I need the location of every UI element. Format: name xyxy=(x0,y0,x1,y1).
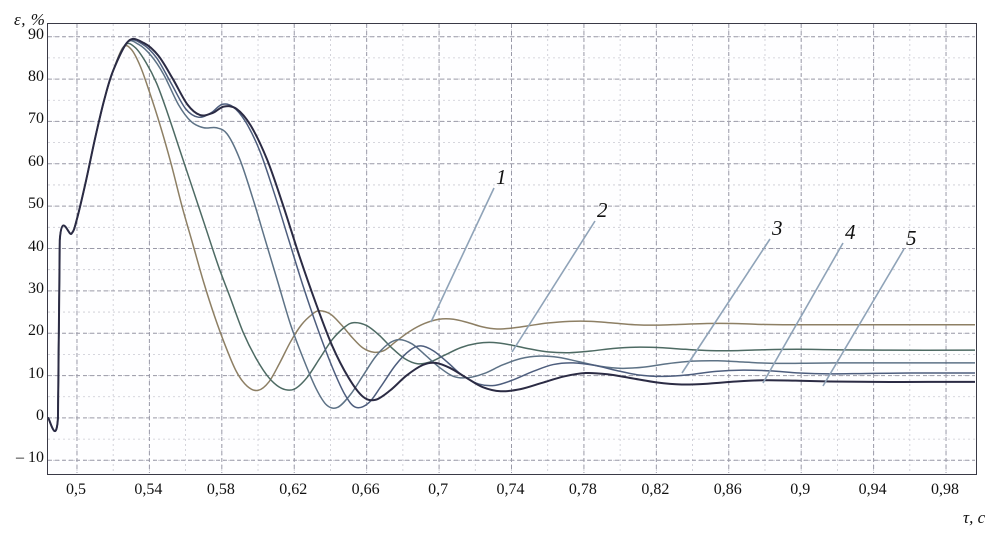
leader-line-1 xyxy=(430,187,495,323)
y-tick-label: 90 xyxy=(28,25,44,43)
x-tick-label: 0,54 xyxy=(134,481,163,498)
leader-line-4 xyxy=(762,242,844,384)
leader-line-5 xyxy=(822,248,905,387)
x-tick-label: 0,58 xyxy=(206,481,235,498)
y-axis-label: ε, % xyxy=(14,10,46,29)
x-tick-label: 0,74 xyxy=(496,481,525,498)
chart-canvas xyxy=(48,24,975,473)
y-tick-label: 60 xyxy=(28,152,44,170)
curve-label-1: 1 xyxy=(496,165,507,189)
x-tick-label: 0,9 xyxy=(790,481,811,498)
y-tick-label: 80 xyxy=(28,68,44,86)
y-tick-label: 50 xyxy=(28,195,44,213)
y-tick-label: – 10 xyxy=(16,449,44,467)
y-tick-label: 70 xyxy=(28,110,44,128)
x-axis-label: τ, с xyxy=(963,508,986,527)
plot-area xyxy=(47,23,977,475)
x-tick-label: 0,78 xyxy=(568,481,597,498)
y-tick-label: 10 xyxy=(28,364,44,382)
data-curves xyxy=(48,37,975,432)
curve-label-3: 3 xyxy=(772,216,783,240)
curve-label-5: 5 xyxy=(906,226,917,250)
callout-leader-lines xyxy=(430,187,905,387)
y-tick-label: 30 xyxy=(28,279,44,297)
x-tick-label: 0,62 xyxy=(279,481,308,498)
curve-label-2: 2 xyxy=(597,198,608,222)
y-tick-label: 20 xyxy=(28,322,44,340)
x-tick-label: 0,82 xyxy=(641,481,670,498)
x-tick-label: 0,98 xyxy=(931,481,960,498)
leader-line-2 xyxy=(511,220,596,353)
y-tick-label: 0 xyxy=(36,406,44,424)
major-gridlines xyxy=(48,24,975,473)
curve-5 xyxy=(48,37,975,432)
y-tick-label: 40 xyxy=(28,237,44,255)
leader-line-3 xyxy=(681,238,771,374)
x-tick-label: 0,5 xyxy=(65,481,86,498)
curve-label-4: 4 xyxy=(845,220,856,244)
x-tick-label: 0,66 xyxy=(351,481,380,498)
x-tick-label: 0,86 xyxy=(713,481,742,498)
x-tick-label: 0,7 xyxy=(428,481,449,498)
x-tick-label: 0,94 xyxy=(858,481,887,498)
